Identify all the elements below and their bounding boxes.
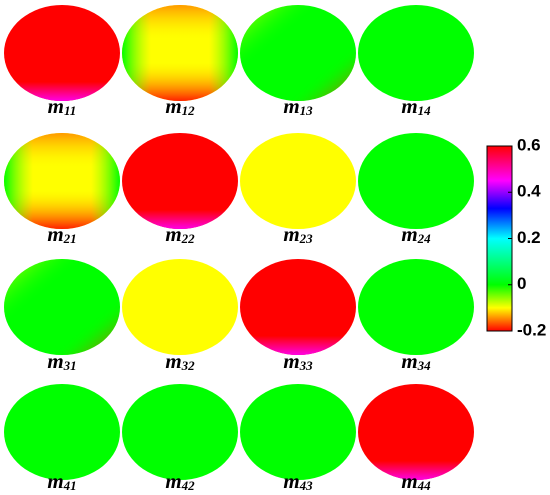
label-sub: 44 — [417, 478, 432, 493]
label-main: m — [47, 469, 63, 493]
label-sub: 32 — [181, 358, 196, 373]
label-main: m — [165, 94, 181, 118]
panel-label: m33 — [283, 349, 313, 373]
label-main: m — [283, 94, 299, 118]
label-sub: 11 — [64, 103, 76, 118]
label-main: m — [165, 349, 181, 373]
panel-label: m22 — [165, 222, 195, 246]
panel-label: m41 — [47, 469, 76, 493]
label-main: m — [401, 469, 417, 493]
label-main: m — [47, 349, 63, 373]
panel-image — [240, 384, 356, 480]
label-main: m — [401, 349, 417, 373]
label-main: m — [165, 469, 181, 493]
panel-image — [122, 259, 238, 355]
label-sub: 41 — [63, 478, 77, 493]
label-sub: 31 — [63, 358, 77, 373]
panel-label: m42 — [165, 469, 195, 493]
panel-label: m32 — [165, 349, 195, 373]
label-main: m — [401, 94, 417, 118]
panel-image — [240, 133, 356, 229]
label-sub: 13 — [300, 103, 314, 118]
panel-shading — [358, 384, 474, 480]
label-main: m — [48, 94, 64, 118]
label-sub: 22 — [181, 231, 196, 246]
label-sub: 33 — [299, 358, 314, 373]
colorbar-tick-label: 0.6 — [517, 135, 541, 154]
colorbar-tick-label: 0.2 — [517, 228, 541, 247]
label-main: m — [283, 222, 299, 246]
panel-label: m31 — [47, 349, 76, 373]
panel-image — [122, 384, 238, 480]
panel-label: m13 — [283, 94, 313, 118]
label-sub: 21 — [63, 231, 77, 246]
label-sub: 34 — [417, 358, 432, 373]
panel-shading — [4, 259, 120, 355]
panel-shading — [4, 5, 120, 101]
panel-label: m23 — [283, 222, 313, 246]
label-main: m — [165, 222, 181, 246]
panel-shading — [4, 133, 120, 229]
label-main: m — [47, 222, 63, 246]
label-main: m — [401, 222, 417, 246]
panel-image — [358, 5, 474, 101]
label-main: m — [283, 469, 299, 493]
panel-label: m34 — [401, 349, 431, 373]
colorbar-tick-label: -0.2 — [517, 320, 546, 339]
colorbar — [486, 145, 513, 332]
label-sub: 42 — [181, 478, 196, 493]
panel-image — [4, 384, 120, 480]
label-sub: 43 — [299, 478, 314, 493]
panel-shading — [122, 133, 238, 229]
panel-label: m43 — [283, 469, 313, 493]
panel-shading — [122, 5, 238, 101]
label-sub: 24 — [417, 231, 432, 246]
label-sub: 14 — [418, 103, 432, 118]
label-sub: 23 — [299, 231, 314, 246]
label-sub: 12 — [182, 103, 196, 118]
label-main: m — [283, 349, 299, 373]
panel-label: m11 — [48, 94, 77, 118]
panel-label: m24 — [401, 222, 431, 246]
panel-label: m44 — [401, 469, 431, 493]
panel-label: m21 — [47, 222, 76, 246]
colorbar-tick-label: 0.4 — [517, 182, 541, 201]
panel-image — [358, 259, 474, 355]
panel-image — [358, 133, 474, 229]
panel-shading — [240, 5, 356, 101]
panel-shading — [240, 259, 356, 355]
panel-label: m14 — [401, 94, 431, 118]
colorbar-tick-label: 0 — [517, 274, 526, 293]
panel-label: m12 — [165, 94, 195, 118]
